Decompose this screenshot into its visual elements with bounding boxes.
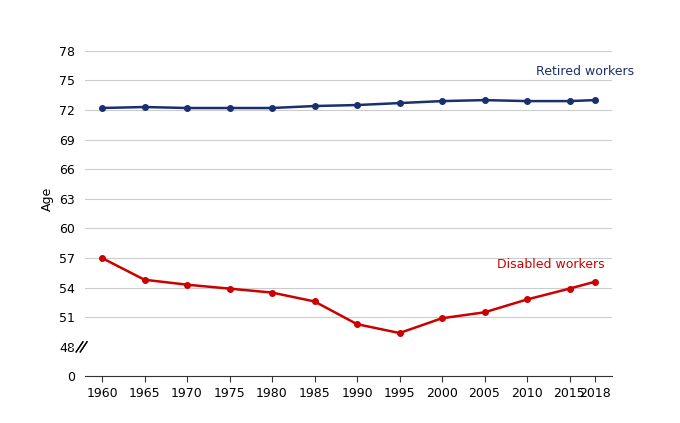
Text: Disabled workers: Disabled workers <box>497 258 605 271</box>
Y-axis label: Age: Age <box>41 187 54 211</box>
Text: Retired workers: Retired workers <box>536 66 634 78</box>
